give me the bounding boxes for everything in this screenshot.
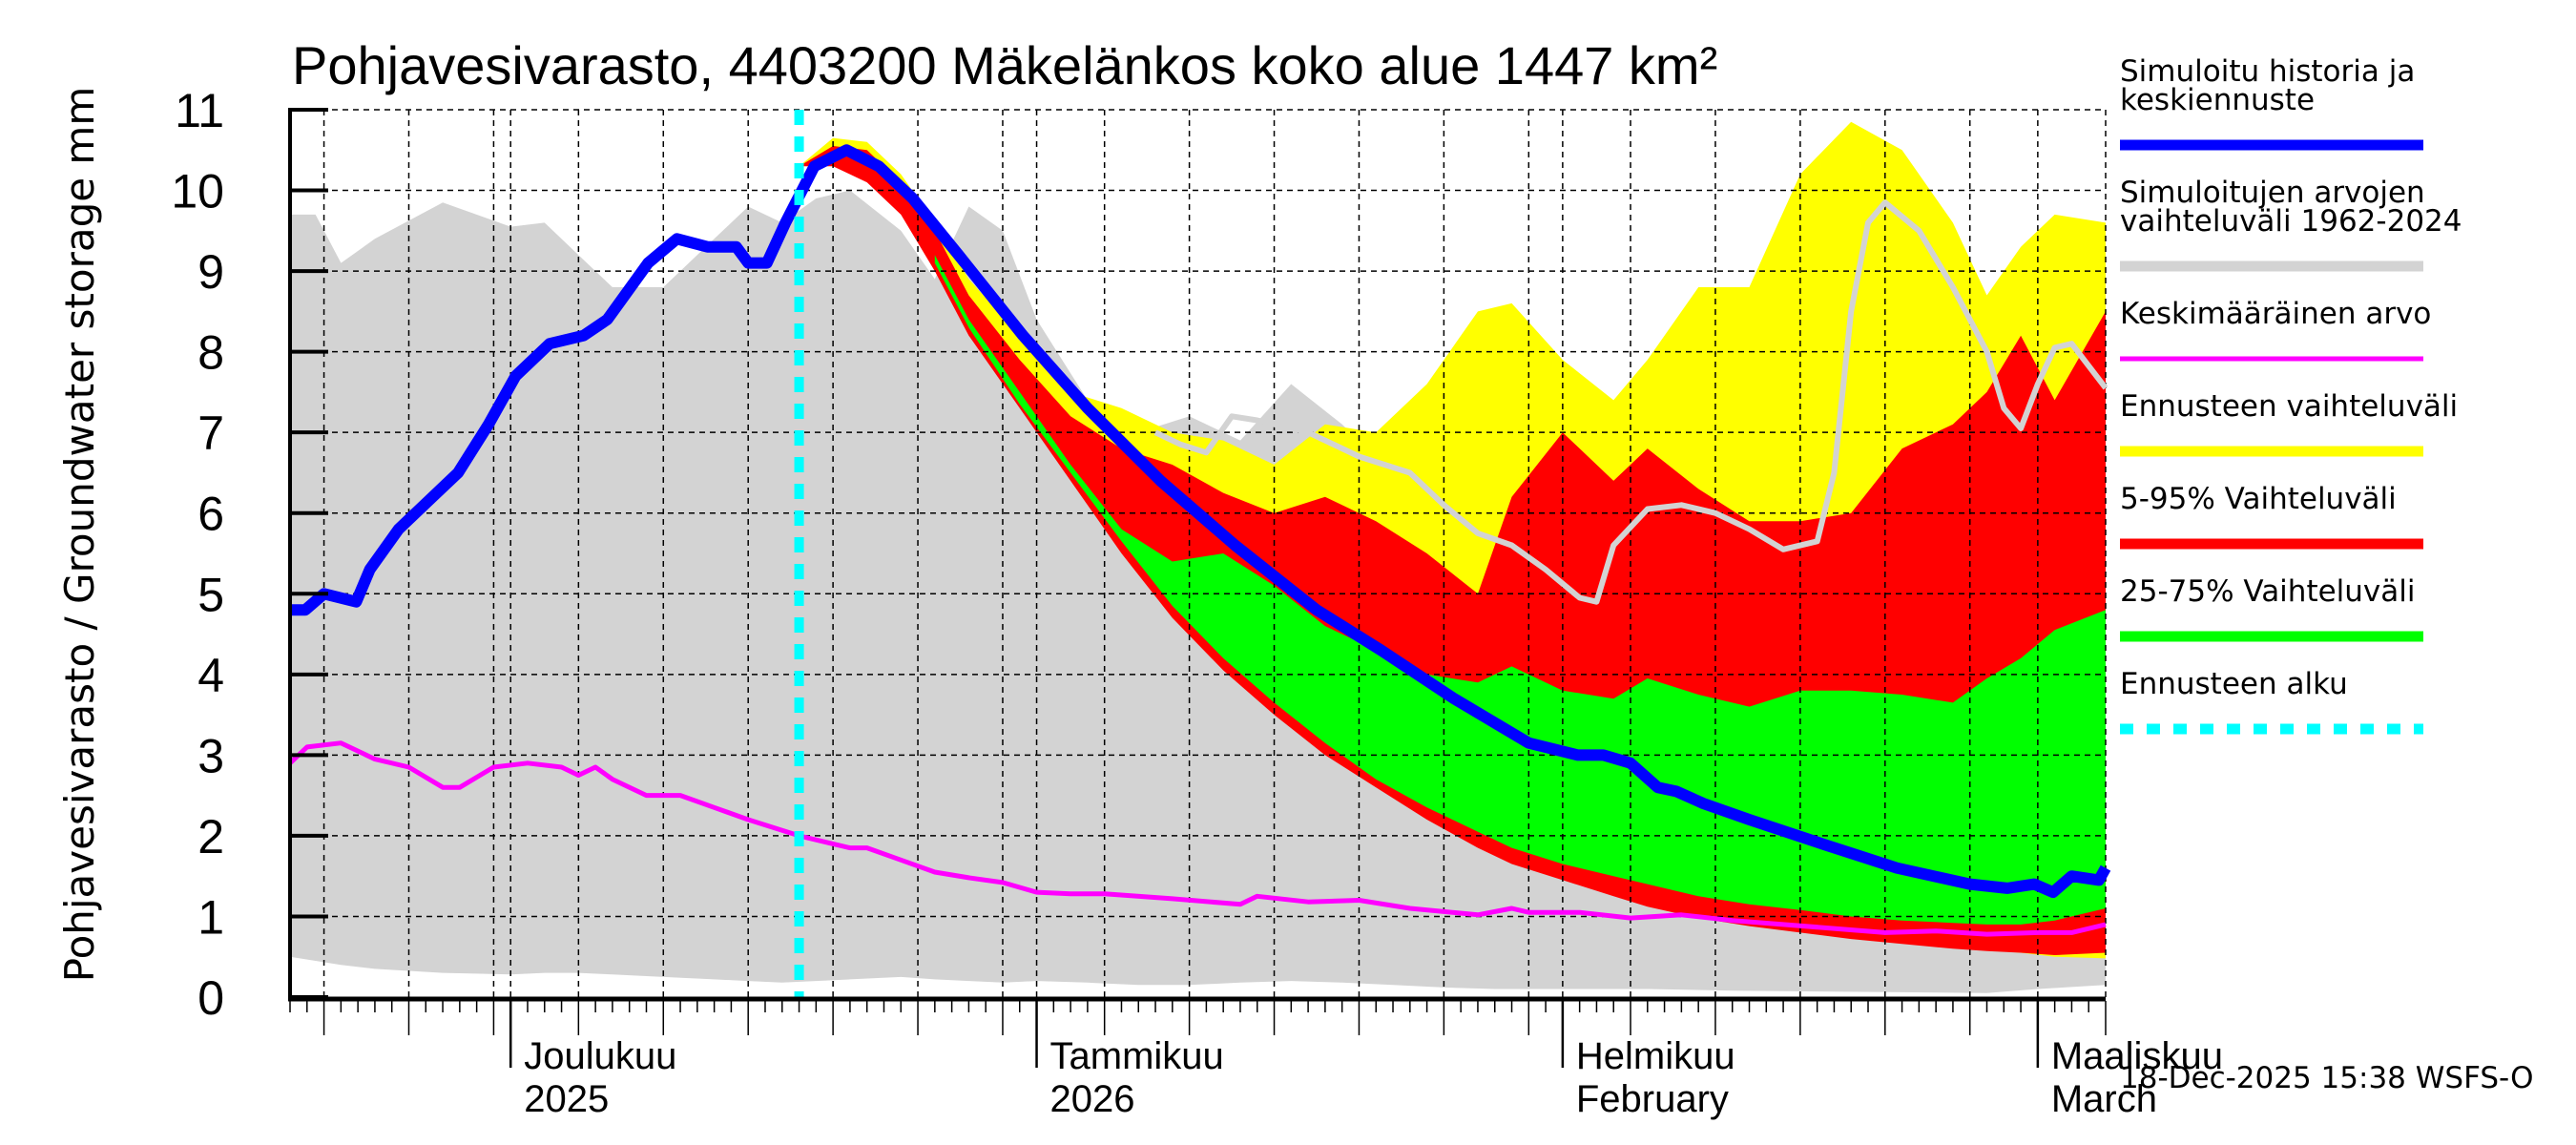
y-tick-label: 6 [197, 488, 224, 541]
x-month-sublabel: 2025 [524, 1078, 609, 1120]
line-keskim-r-inen-arvo [288, 740, 2107, 937]
y-axis-label: Pohjavesivarasto / Groundwater storage m… [56, 87, 103, 983]
y-tick-label: 0 [197, 971, 224, 1025]
x-month-sublabel: February [1576, 1078, 1729, 1120]
axes [288, 108, 2107, 1068]
line-simuloitu-historia-ja-keskiennuste [290, 144, 2111, 899]
y-tick-label: 11 [175, 84, 224, 137]
legend-label: keskiennuste [2120, 83, 2315, 117]
band-layer [290, 121, 2106, 993]
y-tick-label: 5 [197, 568, 224, 621]
legend-label: Simuloitujen arvojen [2120, 176, 2425, 210]
x-month-label: Maaliskuu [2051, 1035, 2223, 1077]
chart-title: Pohjavesivarasto, 4403200 Mäkelänkos kok… [292, 35, 1717, 95]
y-tick-label: 7 [197, 406, 224, 460]
x-month-sublabel: March [2051, 1078, 2157, 1120]
y-tick-label: 4 [197, 649, 224, 702]
x-month-label: Helmikuu [1576, 1035, 1735, 1077]
line-simuloitujen-arvojen-vaihteluv-li-historical-median-line- [1153, 199, 2109, 605]
y-tick-label: 1 [197, 890, 224, 944]
grid-lines [290, 109, 2107, 997]
legend-label: Ennusteen alku [2120, 667, 2348, 701]
x-month-label: Joulukuu [524, 1035, 676, 1077]
y-tick-labels: 0 1 2 3 4 5 6 7 8 9 10 11 [171, 84, 224, 1025]
legend-label: 5-95% Vaihteluväli [2120, 482, 2397, 516]
legend-label: Keskimääräinen arvo [2120, 297, 2431, 331]
x-month-sublabel: 2026 [1050, 1078, 1135, 1120]
band-25-75-vaihteluv-li [934, 255, 2106, 925]
y-tick-label: 2 [197, 810, 224, 864]
y-tick-label: 3 [197, 729, 224, 782]
legend-label: vaihteluväli 1962-2024 [2120, 204, 2462, 239]
legend-label: Simuloitu historia ja [2120, 54, 2415, 89]
y-tick-label: 8 [197, 326, 224, 380]
timestamp: 18-Dec-2025 15:38 WSFS-O [2120, 1061, 2534, 1095]
x-month-label: Tammikuu [1050, 1035, 1224, 1077]
line-layer [288, 110, 2111, 997]
legend-label: Ennusteen vaihteluväli [2120, 389, 2458, 424]
y-tick-label: 9 [197, 245, 224, 299]
legend-label: 25-75% Vaihteluväli [2120, 574, 2416, 609]
y-tick-label: 10 [171, 165, 224, 219]
